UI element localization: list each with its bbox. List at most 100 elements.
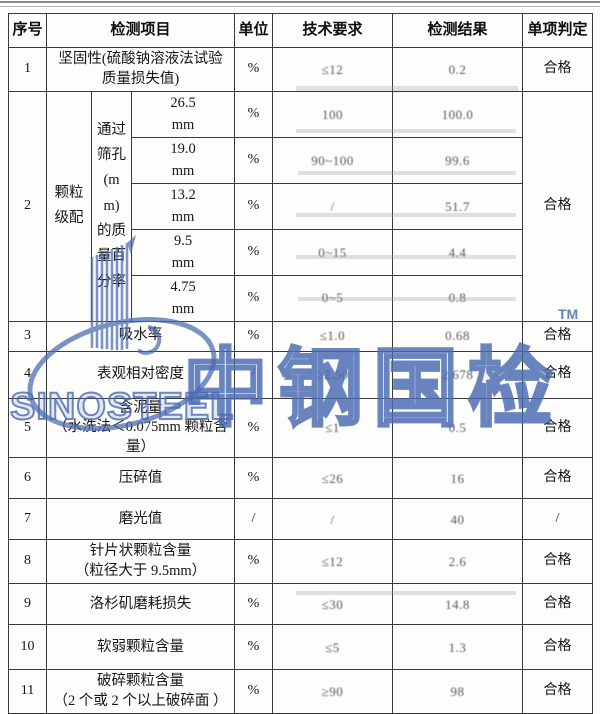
cell-item: 针片状颗粒含量 （粒径大于 9.5mm）	[46, 539, 235, 585]
cell-result: 0.2	[392, 47, 523, 92]
cell-result: 16	[392, 457, 523, 500]
row-4: 4 表观相对密度 / ≥2.50 2.678 合格	[8, 350, 593, 399]
row-2-sieve-19-0: 19.0 mm % 90~100 99.6	[9, 136, 593, 184]
row-6: 6 压碎值 % ≤26 16 合格	[8, 457, 593, 500]
header-result: 检测结果	[392, 13, 523, 48]
row-1: 1 坚固性(硫酸钠溶液法试验 质量损失值) % ≤12 0.2 合格	[8, 47, 593, 92]
cell-requirement: 90~100	[272, 136, 393, 184]
cell-requirement: /	[272, 182, 393, 230]
sieve-size: 4.75	[170, 278, 196, 295]
cell-unit: %	[234, 457, 273, 500]
cell-judgment: 合格	[522, 91, 593, 322]
cell-judgment: 合格	[522, 47, 593, 92]
cell-requirement: ≤26	[272, 457, 393, 500]
item-line1: 含泥量	[118, 399, 163, 416]
cell-item: 表观相对密度	[46, 350, 235, 399]
cell-result: 14.8	[392, 583, 523, 626]
cell-judgment: 合格	[522, 583, 593, 626]
test-report-table: 序号 检测项目 单位 技术要求 检测结果 单项判定 1 坚固性(硫酸钠溶液法试验…	[8, 13, 593, 714]
item-line2: （2 个或 2 个以上破碎面 ）	[53, 692, 228, 709]
cell-no: 2	[8, 91, 47, 322]
cell-item: 压碎值	[46, 457, 235, 500]
row-9: 9 洛杉矶磨耗损失 % ≤30 14.8 合格	[8, 583, 593, 626]
cell-item: 吸水率	[46, 320, 235, 352]
row-2-sieve-9-5: 9.5 mm % 0~15 4.4	[9, 228, 593, 276]
cell-requirement: ≤12	[272, 539, 393, 585]
cell-requirement: 100	[272, 91, 393, 138]
row-2-sieve-26-5: 2 颗粒级配 通过筛孔(mm)的质量百分率 26.5 mm % 100 100.…	[8, 91, 593, 322]
cell-result: 51.7	[392, 182, 523, 230]
cell-no: 6	[8, 457, 47, 500]
sieve-size-unit: mm	[171, 209, 195, 226]
cell-requirement: ≥2.50	[272, 350, 393, 399]
item-line2: （水洗法＜0.075mm 颗粒含量）	[53, 419, 228, 455]
cell-no: 7	[8, 498, 47, 541]
cell-no: 3	[8, 320, 47, 352]
page-top-rule	[0, 1, 600, 3]
item-line1: 破碎颗粒含量	[97, 673, 184, 690]
header-requirement: 技术要求	[272, 13, 393, 48]
cell-sieve-size: 26.5 mm	[131, 91, 235, 138]
cell-requirement: ≥90	[272, 669, 393, 714]
cell-subgroup-passing: 通过筛孔(mm)的质量百分率	[91, 91, 132, 322]
cell-unit: %	[234, 624, 273, 671]
sieve-size: 9.5	[173, 232, 193, 249]
cell-item: 破碎颗粒含量 （2 个或 2 个以上破碎面 ）	[46, 669, 235, 714]
cell-no: 9	[8, 583, 47, 626]
cell-result: 99.6	[392, 136, 523, 184]
cell-requirement: 0~15	[272, 228, 393, 276]
cell-judgment: 合格	[522, 350, 593, 399]
header-index: 序号	[8, 13, 47, 48]
cell-result: 0.8	[392, 274, 523, 322]
cell-unit: %	[234, 669, 273, 714]
cell-result: 4.4	[392, 228, 523, 276]
cell-item: 坚固性(硫酸钠溶液法试验 质量损失值)	[46, 47, 235, 92]
cell-judgment: 合格	[522, 457, 593, 500]
sieve-size: 13.2	[170, 186, 196, 203]
cell-requirement: ≤12	[272, 47, 393, 92]
row-2-sieve-13-2: 13.2 mm % / 51.7	[9, 182, 593, 230]
row-7: 7 磨光值 / / 40 /	[8, 498, 593, 541]
row-2-sieve-4-75: 4.75 mm % 0~5 0.8	[9, 274, 593, 322]
sieve-size: 26.5	[170, 95, 196, 111]
cell-no: 1	[8, 47, 47, 92]
cell-sieve-size: 4.75 mm	[131, 274, 235, 322]
cell-result: 40	[392, 498, 523, 541]
sieve-size-unit: mm	[171, 163, 195, 180]
cell-result: 98	[392, 669, 523, 714]
cell-no: 11	[8, 669, 47, 714]
cell-no: 8	[8, 539, 47, 585]
sieve-size-unit: mm	[171, 255, 195, 272]
header-unit: 单位	[234, 13, 273, 48]
row-8: 8 针片状颗粒含量 （粒径大于 9.5mm） % ≤12 2.6 合格	[8, 539, 593, 585]
cell-judgment: 合格	[522, 397, 593, 459]
cell-requirement: ≤30	[272, 583, 393, 626]
cell-result: 100.0	[392, 91, 523, 138]
cell-judgment: /	[522, 498, 593, 541]
row-11: 11 破碎颗粒含量 （2 个或 2 个以上破碎面 ） % ≥90 98 合格	[8, 669, 593, 714]
cell-unit: %	[234, 47, 273, 92]
cell-unit: %	[234, 274, 273, 322]
cell-judgment: 合格	[522, 669, 593, 714]
cell-unit: %	[234, 583, 273, 626]
cell-unit: %	[234, 228, 273, 276]
cell-no: 5	[8, 397, 47, 459]
cell-unit: /	[234, 350, 273, 399]
cell-result: 0.5	[392, 397, 523, 459]
row-10: 10 软弱颗粒含量 % ≤5 1.3 合格	[8, 624, 593, 671]
cell-unit: /	[234, 498, 273, 541]
row-5: 5 含泥量 （水洗法＜0.075mm 颗粒含量） % ≤1 0.5 合格	[8, 397, 593, 459]
cell-result: 2.678	[392, 350, 523, 399]
cell-unit: %	[234, 539, 273, 585]
cell-unit: %	[234, 182, 273, 230]
cell-unit: %	[234, 91, 273, 138]
cell-sieve-size: 19.0 mm	[131, 136, 235, 184]
row-3: 3 吸水率 % ≤1.0 0.68 合格	[8, 320, 593, 352]
cell-item: 洛杉矶磨耗损失	[46, 583, 235, 626]
cell-item: 磨光值	[46, 498, 235, 541]
cell-judgment: 合格	[522, 539, 593, 585]
cell-unit: %	[234, 397, 273, 459]
cell-unit: %	[234, 320, 273, 352]
cell-item: 软弱颗粒含量	[46, 624, 235, 671]
cell-result: 2.6	[392, 539, 523, 585]
